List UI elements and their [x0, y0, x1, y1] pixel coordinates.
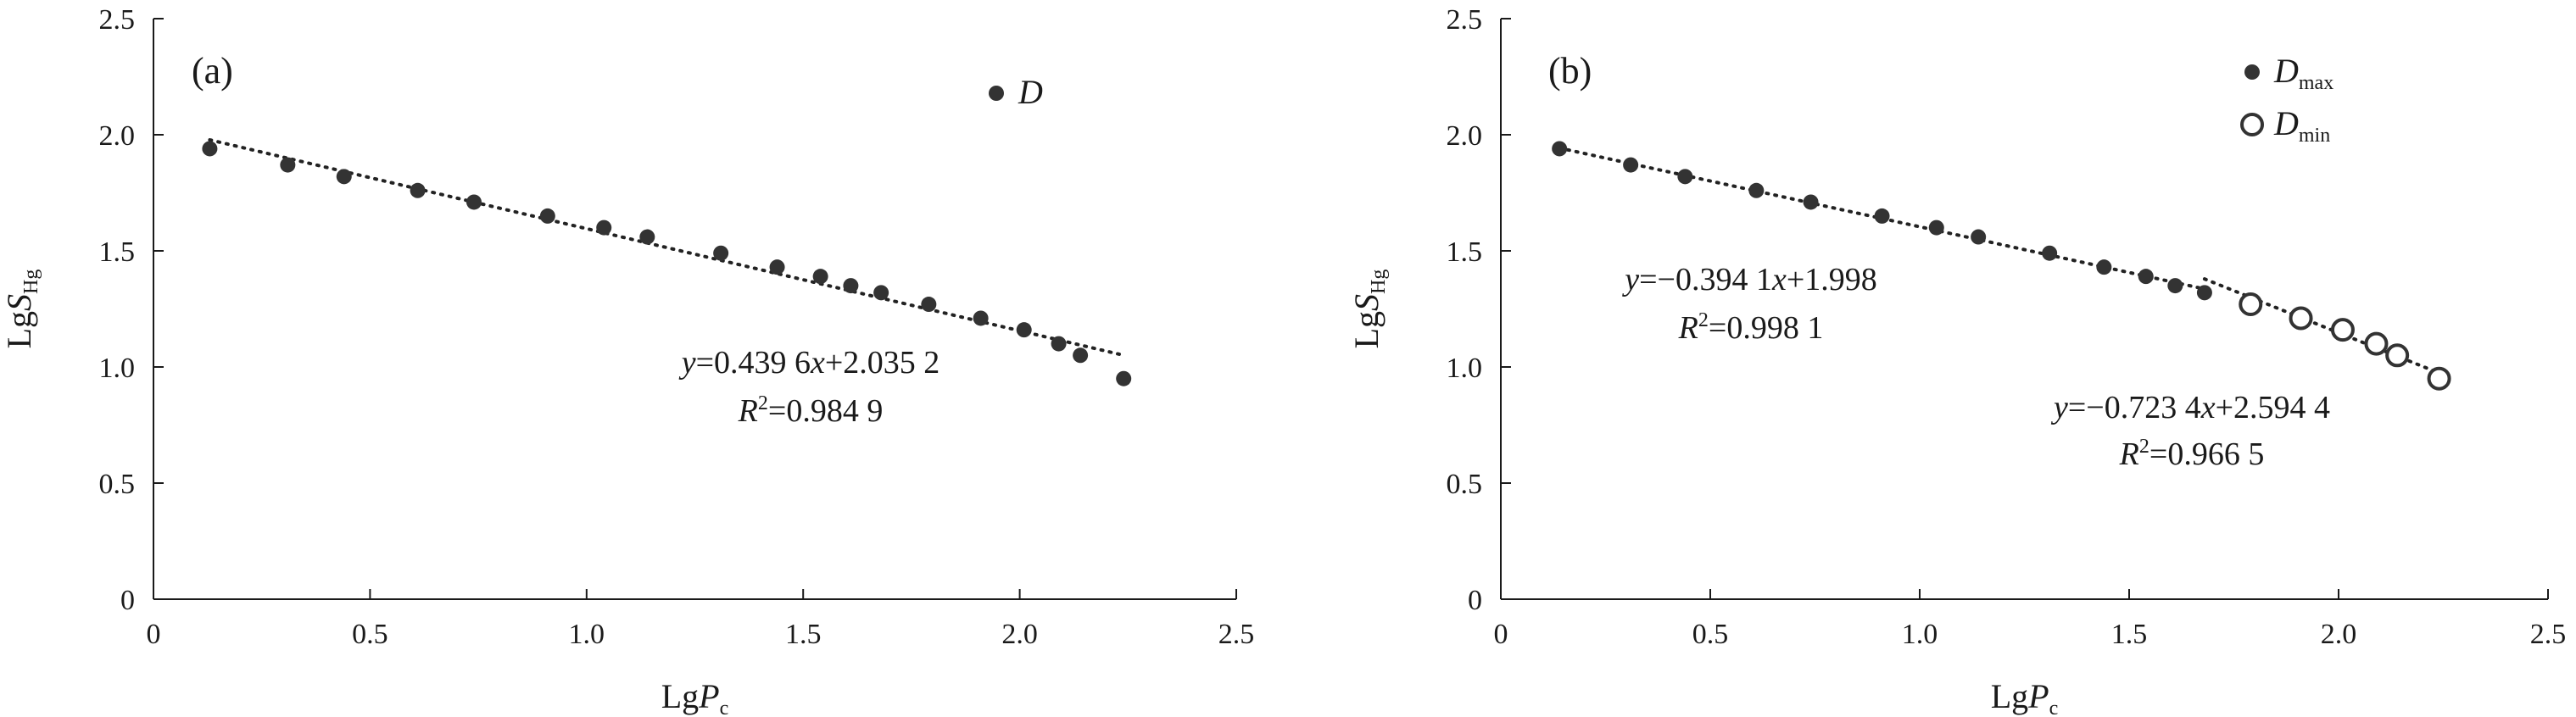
data-point [2289, 306, 2313, 331]
legend-label: Dmax [2273, 52, 2333, 94]
data-point [2167, 278, 2183, 294]
y-tick-label: 0 [1468, 585, 1482, 616]
legend-marker [2244, 64, 2260, 80]
y-tick-label: 2.5 [1447, 4, 1483, 36]
data-point [812, 269, 828, 285]
y-tick-label: 1.0 [1447, 353, 1483, 384]
data-point [280, 157, 296, 173]
fit-r-squared: R2=0.966 5 [2119, 436, 2265, 472]
legend-marker [989, 86, 1004, 101]
fit-r-squared: R2=0.984 9 [738, 392, 884, 429]
x-tick-label: 0 [1494, 619, 1508, 650]
data-point [973, 310, 989, 326]
panel-label: (a) [192, 50, 233, 92]
legend-label: D [1018, 73, 1043, 111]
data-point [1803, 194, 1819, 210]
x-tick-label: 1.0 [1902, 619, 1938, 650]
data-point [1748, 182, 1765, 198]
panel-label: (b) [1548, 50, 1592, 92]
data-point [2138, 269, 2154, 285]
y-tick-label: 0.5 [1447, 469, 1483, 500]
x-tick-label: 2.0 [2321, 619, 2357, 650]
chart-panel-b: 0 0.5 1.0 1.5 2.0 2.5 0 0.5 1.0 1.5 2.0 2.5 LgPc LgSH… [1347, 4, 2566, 717]
y-tick-label: 1.5 [1447, 236, 1483, 268]
y-tick-label: 2.5 [99, 4, 136, 36]
y-tick-label: 2.0 [1447, 120, 1483, 152]
data-point [336, 169, 352, 185]
y-tick-label: 0 [120, 585, 135, 616]
data-point [921, 297, 937, 313]
x-tick-label: 2.0 [1001, 619, 1038, 650]
data-point [2042, 245, 2058, 261]
data-point [1677, 169, 1693, 185]
x-tick-label: 1.0 [569, 619, 605, 650]
data-point [2427, 366, 2451, 391]
fit-r-squared: R2=0.998 1 [1678, 309, 1824, 346]
x-tick-label: 0 [147, 619, 161, 650]
data-point [639, 229, 655, 245]
data-point [2096, 259, 2112, 275]
x-tick-label: 0.5 [352, 619, 388, 650]
data-point [410, 182, 426, 198]
x-axis-title: LgPc [661, 677, 729, 717]
legend-marker [2240, 113, 2264, 136]
data-point [1073, 347, 1089, 364]
y-axis-title: LgSHg [0, 270, 42, 349]
x-axis-title: LgPc [1991, 677, 2059, 717]
data-point [2196, 285, 2212, 301]
data-point [1552, 141, 1568, 157]
data-point [466, 194, 482, 210]
data-point [2364, 331, 2389, 356]
y-axis-title: LgSHg [1347, 270, 1390, 349]
x-tick-label: 2.5 [2530, 619, 2567, 650]
data-point [1623, 157, 1639, 173]
data-point [1928, 220, 1944, 236]
y-tick-label: 1.5 [99, 236, 136, 268]
fit-equation: y=−0.394 1x+1.998 [1621, 262, 1877, 297]
legend-label: Dmin [2273, 104, 2330, 147]
fit-equation: y=−0.723 4x+2.594 4 [2050, 390, 2330, 425]
trend-line [208, 138, 1126, 358]
data-point [2239, 292, 2263, 317]
data-point [843, 278, 859, 294]
y-tick-label: 2.0 [99, 120, 136, 152]
data-point [596, 220, 612, 236]
data-point [1051, 336, 1067, 352]
data-point [713, 245, 729, 261]
x-tick-label: 2.5 [1218, 619, 1255, 650]
data-point [2385, 343, 2410, 368]
fit-equation: y=0.439 6x+2.035 2 [678, 345, 940, 381]
data-point [1016, 322, 1032, 338]
data-point [1971, 229, 1987, 245]
data-point [1116, 370, 1132, 386]
chart-panel-a: 0 0.5 1.0 1.5 2.0 2.5 0 0.5 1.0 1.5 2.0 2.5 LgPc LgSH… [0, 4, 1254, 717]
data-point [873, 285, 889, 301]
x-tick-label: 0.5 [1692, 619, 1729, 650]
x-tick-label: 1.5 [2111, 619, 2148, 650]
data-point [1874, 208, 1890, 224]
data-point [539, 208, 555, 224]
x-tick-label: 1.5 [785, 619, 822, 650]
data-point [202, 141, 218, 157]
y-tick-label: 0.5 [99, 469, 136, 500]
data-point [2330, 318, 2355, 342]
y-tick-label: 1.0 [99, 353, 136, 384]
data-point [769, 259, 785, 275]
